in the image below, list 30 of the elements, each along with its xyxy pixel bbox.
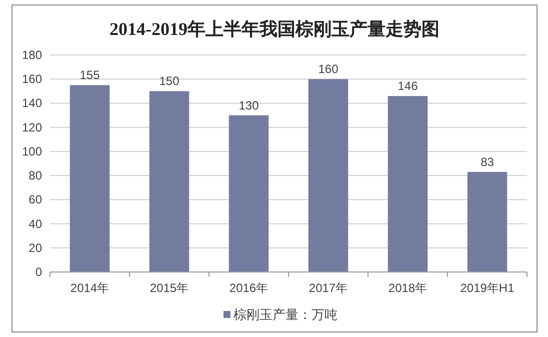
y-tick-label: 120 — [22, 120, 42, 134]
x-tick-label: 2014年 — [70, 281, 110, 295]
data-label: 146 — [398, 78, 418, 93]
y-tick-label: 100 — [22, 144, 42, 158]
y-tick-label: 60 — [28, 192, 42, 207]
y-tick-label: 0 — [35, 265, 42, 279]
x-tick-label: 2015年 — [150, 281, 189, 295]
data-label: 83 — [480, 154, 494, 169]
bar — [149, 91, 190, 272]
y-tick-label: 140 — [22, 96, 42, 110]
y-tick-label: 180 — [22, 48, 42, 62]
legend-label: 棕刚玉产量：万吨 — [234, 307, 338, 322]
bar — [228, 115, 269, 272]
x-tick-label: 2017年 — [308, 281, 348, 295]
data-label: 155 — [80, 68, 100, 82]
x-tick-label: 2019年H1 — [460, 281, 515, 295]
chart-title: 2014-2019年上半年我国棕刚玉产量走势图 — [110, 19, 440, 39]
bar — [308, 79, 348, 272]
data-label: 160 — [318, 62, 339, 76]
data-label: 130 — [238, 98, 260, 112]
x-tick-label: 2018年 — [388, 281, 428, 295]
data-label: 150 — [159, 74, 180, 88]
y-tick-label: 40 — [28, 216, 42, 231]
bar — [388, 96, 428, 272]
y-tick-label: 20 — [28, 240, 42, 255]
bar — [70, 85, 110, 272]
x-tick-label: 2016年 — [229, 281, 268, 295]
y-tick-label: 80 — [28, 168, 42, 183]
bar — [467, 172, 508, 272]
y-tick-label: 160 — [22, 72, 42, 86]
